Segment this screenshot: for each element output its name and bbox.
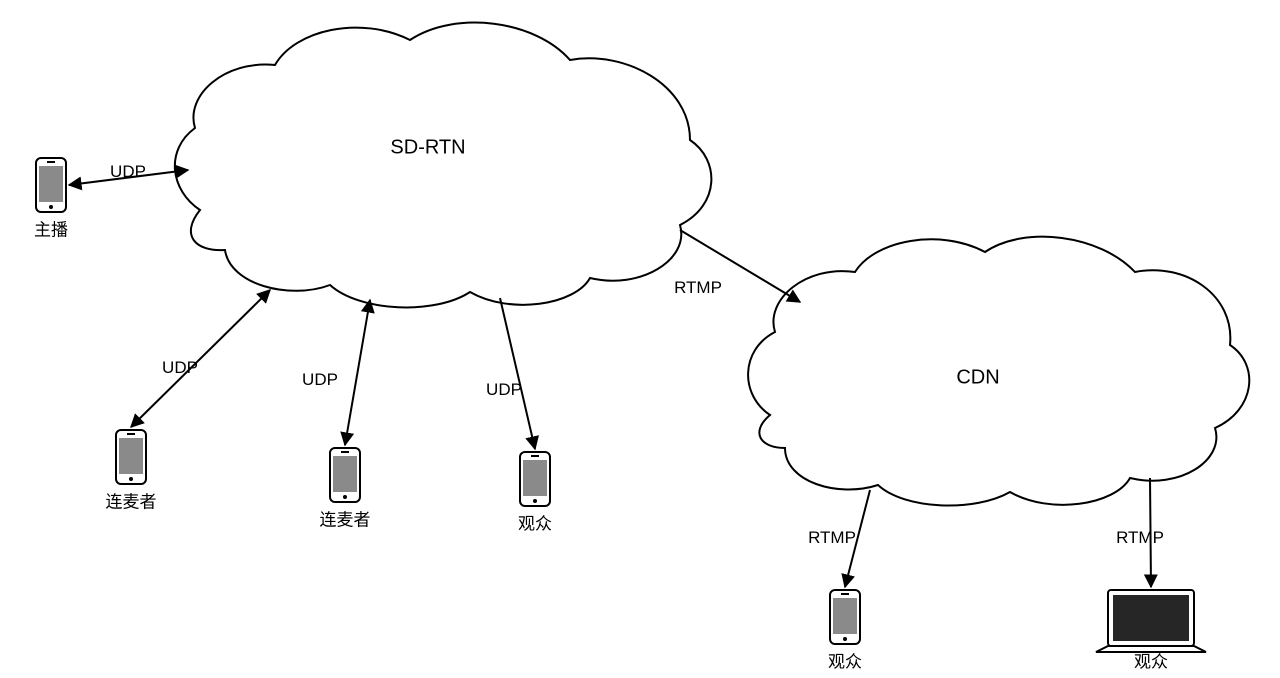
cloud-sdrtn-label: SD-RTN bbox=[390, 137, 465, 160]
device-host bbox=[36, 158, 66, 212]
edge-1 bbox=[131, 290, 270, 427]
device-host-label: 主播 bbox=[34, 216, 68, 241]
cloud-sdrtn bbox=[175, 23, 712, 308]
edge-label-udp-v1: UDP bbox=[486, 380, 522, 400]
device-viewer3 bbox=[1096, 590, 1206, 652]
edge-label-rtmp-inter: RTMP bbox=[674, 278, 722, 298]
device-coHost2 bbox=[330, 448, 360, 502]
edge-label-udp-co2: UDP bbox=[302, 370, 338, 390]
device-viewer1 bbox=[520, 452, 550, 506]
device-viewer1-label: 观众 bbox=[518, 510, 552, 535]
device-cohost2-label: 连麦者 bbox=[320, 506, 371, 531]
device-coHost1 bbox=[116, 430, 146, 484]
edge-label-rtmp-v3: RTMP bbox=[1116, 528, 1164, 548]
cloud-cdn-label: CDN bbox=[956, 367, 999, 390]
edge-label-udp-host: UDP bbox=[110, 162, 146, 182]
device-cohost1-label: 连麦者 bbox=[106, 488, 157, 513]
edge-label-rtmp-v2: RTMP bbox=[808, 528, 856, 548]
device-viewer2 bbox=[830, 590, 860, 644]
device-viewer2-label: 观众 bbox=[828, 648, 862, 673]
device-viewer3-label: 观众 bbox=[1134, 648, 1168, 673]
diagram-canvas bbox=[0, 0, 1280, 678]
edge-label-udp-co1: UDP bbox=[162, 358, 198, 378]
edge-2 bbox=[345, 300, 370, 445]
edge-3 bbox=[500, 298, 535, 449]
